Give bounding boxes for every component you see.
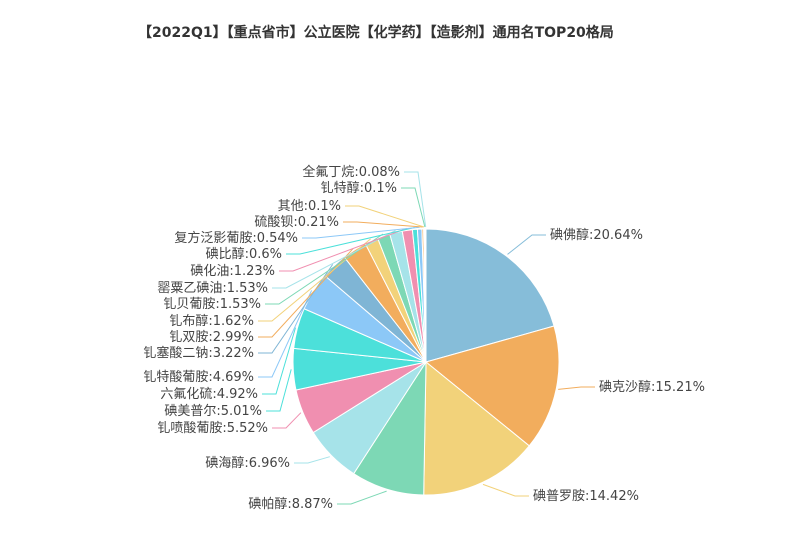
leader-line-20 — [401, 187, 426, 228]
slice-label-4: 碘帕醇:8.87% — [248, 496, 333, 512]
slice-label-12: 钆布醇:1.62% — [169, 313, 254, 329]
slice-label-14: 罂粟乙碘油:1.53% — [157, 281, 268, 296]
slice-label-17: 复方泛影葡胺:0.54% — [174, 230, 298, 246]
leader-line-11 — [258, 247, 354, 338]
leader-line-1 — [507, 234, 546, 255]
leader-line-21 — [404, 171, 427, 228]
leader-line-10 — [258, 264, 334, 354]
leader-line-19 — [345, 205, 425, 228]
chart-title: 【2022Q1】【重点省市】公立医院【化学药】【造影剂】通用名TOP20格局 — [138, 25, 614, 41]
leader-line-15 — [279, 227, 408, 272]
leader-line-2 — [558, 386, 595, 390]
leader-line-5 — [294, 456, 330, 464]
pie-slice-2[interactable] — [424, 325, 560, 447]
slice-label-21: 全氟丁烷:0.08% — [302, 164, 400, 180]
slice-label-3: 碘普罗胺:14.42% — [533, 489, 639, 504]
pie-slice-21[interactable] — [424, 228, 427, 363]
leader-line-14 — [272, 230, 396, 289]
pie-slice-1[interactable] — [425, 228, 555, 363]
slice-label-19: 其他:0.1% — [278, 199, 341, 214]
slice-label-13: 钆贝葡胺:1.53% — [163, 297, 261, 312]
slice-label-20: 钆特醇:0.1% — [321, 180, 397, 196]
pie-slice-3[interactable] — [423, 360, 530, 496]
leader-line-17 — [302, 226, 420, 239]
slice-label-2: 碘克沙醇:15.21% — [599, 379, 705, 395]
leader-line-16 — [286, 227, 415, 255]
slice-label-6: 钆喷酸葡胺:5.52% — [157, 421, 268, 436]
slice-label-5: 碘海醇:6.96% — [205, 455, 290, 471]
leader-line-3 — [482, 483, 529, 497]
slice-label-9: 钆特酸葡胺:4.69% — [143, 370, 254, 385]
slice-label-11: 钆双胺:2.99% — [169, 330, 254, 345]
leader-line-6 — [272, 412, 302, 429]
slice-label-10: 钆塞酸二钠:3.22% — [143, 345, 254, 361]
leader-line-8 — [262, 327, 296, 395]
leader-line-13 — [265, 233, 384, 305]
leader-line-7 — [266, 369, 292, 412]
leader-line-9 — [258, 290, 313, 378]
leader-line-4 — [337, 490, 387, 505]
slice-label-15: 碘化油:1.23% — [190, 264, 275, 279]
slice-label-18: 硫酸钡:0.21% — [254, 215, 339, 230]
slice-label-7: 碘美普尔:5.01% — [164, 404, 262, 419]
leader-line-12 — [258, 238, 371, 322]
slice-label-8: 六氟化硫:4.92% — [160, 387, 258, 402]
slice-label-1: 碘佛醇:20.64% — [550, 227, 643, 243]
leader-line-18 — [343, 221, 423, 228]
slice-label-16: 碘比醇:0.6% — [206, 246, 282, 262]
